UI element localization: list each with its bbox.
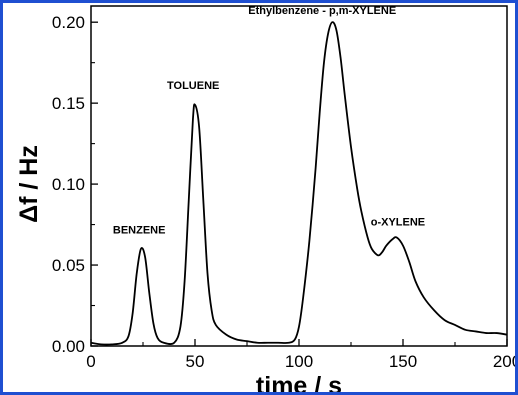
series-line: [90, 21, 508, 346]
x-tick-label: 0: [86, 352, 95, 371]
y-tick-label: 0.00: [52, 337, 85, 356]
y-tick-label: 0.05: [52, 256, 85, 275]
x-tick-label: 50: [186, 352, 205, 371]
peak-label: BENZENE: [113, 225, 166, 237]
x-tick-label: 200: [493, 352, 515, 371]
y-tick-label: 0.10: [52, 175, 85, 194]
x-tick-label: 100: [285, 352, 313, 371]
plot-area-border: [90, 5, 508, 347]
y-tick-label: 0.20: [52, 13, 85, 32]
peak-label: TOLUENE: [167, 80, 219, 92]
y-axis-title: Δf / Hz: [15, 145, 43, 223]
peak-label: Ethylbenzene - p,m-XYLENE: [248, 5, 396, 17]
peak-label: o-XYLENE: [371, 217, 425, 229]
chart: 0 50 100 150 200 0.00 0.05 0.10 0.15 0.20 time / s…: [15, 5, 515, 392]
x-tick-label: 150: [389, 352, 417, 371]
x-axis-title: time / s: [256, 372, 342, 392]
y-tick-label: 0.15: [52, 94, 85, 113]
